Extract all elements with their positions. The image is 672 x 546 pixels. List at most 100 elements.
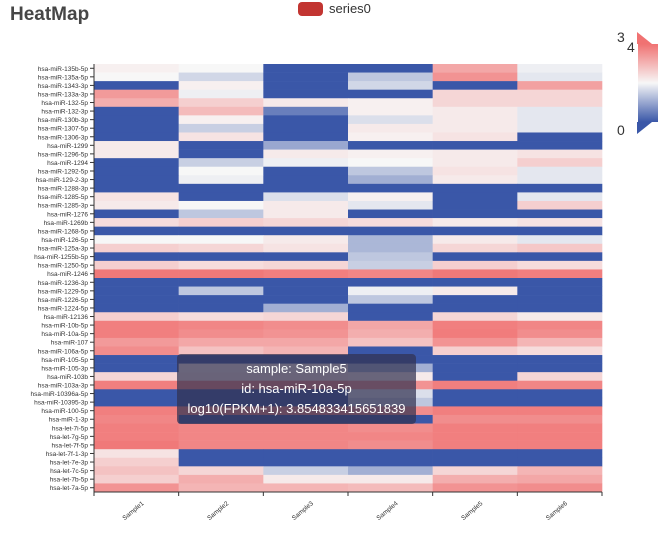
heatmap-cell[interactable] xyxy=(178,209,264,219)
heatmap-cell[interactable] xyxy=(348,483,433,493)
heatmap-cell[interactable] xyxy=(94,457,179,467)
heatmap-cell[interactable] xyxy=(348,235,433,245)
heatmap-cell[interactable] xyxy=(94,320,179,330)
heatmap-cell[interactable] xyxy=(348,423,433,433)
heatmap-cell[interactable] xyxy=(178,346,264,356)
heatmap-cell[interactable] xyxy=(178,252,264,262)
heatmap-cell[interactable] xyxy=(432,449,518,459)
heatmap-cell[interactable] xyxy=(263,226,349,236)
heatmap-cell[interactable] xyxy=(348,243,433,253)
heatmap-cell[interactable] xyxy=(178,260,264,270)
heatmap-cell[interactable] xyxy=(263,132,349,142)
heatmap-cell[interactable] xyxy=(348,183,433,193)
heatmap-cell[interactable] xyxy=(178,115,264,125)
heatmap-cell[interactable] xyxy=(94,483,179,493)
heatmap-cell[interactable] xyxy=(178,457,264,467)
heatmap-cell[interactable] xyxy=(178,81,264,90)
heatmap-cell[interactable] xyxy=(94,235,179,245)
heatmap-cell[interactable] xyxy=(517,449,603,459)
legend-item-series0[interactable]: series0 xyxy=(298,1,371,16)
heatmap-cell[interactable] xyxy=(263,175,349,185)
heatmap-cell[interactable] xyxy=(432,218,518,227)
heatmap-cell[interactable] xyxy=(432,457,518,467)
heatmap-cell[interactable] xyxy=(432,209,518,219)
heatmap-cell[interactable] xyxy=(94,303,179,313)
heatmap-cell[interactable] xyxy=(94,389,179,399)
heatmap-cell[interactable] xyxy=(517,141,603,150)
heatmap-cell[interactable] xyxy=(263,243,349,253)
visual-map-handle-high[interactable] xyxy=(637,32,652,44)
heatmap-cell[interactable] xyxy=(432,312,518,322)
heatmap-cell[interactable] xyxy=(94,286,179,296)
heatmap-cell[interactable] xyxy=(517,312,603,322)
heatmap-cell[interactable] xyxy=(517,260,603,270)
heatmap-cell[interactable] xyxy=(94,123,179,133)
heatmap-cell[interactable] xyxy=(178,312,264,322)
heatmap-cell[interactable] xyxy=(263,115,349,125)
heatmap-cell[interactable] xyxy=(348,115,433,125)
heatmap-cell[interactable] xyxy=(94,414,179,424)
heatmap-cell[interactable] xyxy=(432,64,518,73)
heatmap-cell[interactable] xyxy=(94,89,179,99)
heatmap-cell[interactable] xyxy=(432,363,518,373)
heatmap-cell[interactable] xyxy=(348,329,433,339)
heatmap-cell[interactable] xyxy=(94,337,179,347)
heatmap-cell[interactable] xyxy=(517,397,603,407)
heatmap-cell[interactable] xyxy=(348,440,433,450)
heatmap-cell[interactable] xyxy=(94,423,179,433)
heatmap-cell[interactable] xyxy=(263,432,349,441)
heatmap-cell[interactable] xyxy=(348,200,433,210)
heatmap-cell[interactable] xyxy=(517,115,603,125)
heatmap-cell[interactable] xyxy=(517,192,603,202)
heatmap-cell[interactable] xyxy=(348,312,433,322)
heatmap-cell[interactable] xyxy=(432,346,518,356)
heatmap-cell[interactable] xyxy=(432,200,518,210)
heatmap-cell[interactable] xyxy=(178,329,264,339)
heatmap-cell[interactable] xyxy=(517,355,603,364)
heatmap-cell[interactable] xyxy=(178,320,264,330)
heatmap-cell[interactable] xyxy=(94,269,179,279)
heatmap-cell[interactable] xyxy=(94,226,179,236)
heatmap-cell[interactable] xyxy=(263,183,349,193)
heatmap-cell[interactable] xyxy=(517,243,603,253)
heatmap-cell[interactable] xyxy=(94,278,179,287)
heatmap-cell[interactable] xyxy=(94,363,179,373)
heatmap-cell[interactable] xyxy=(432,278,518,287)
heatmap-cell[interactable] xyxy=(263,295,349,304)
heatmap-cell[interactable] xyxy=(94,397,179,407)
heatmap-cell[interactable] xyxy=(432,226,518,236)
heatmap-cell[interactable] xyxy=(178,269,264,279)
heatmap-cell[interactable] xyxy=(517,269,603,279)
heatmap-cell[interactable] xyxy=(263,312,349,322)
heatmap-cell[interactable] xyxy=(263,81,349,90)
heatmap-cell[interactable] xyxy=(178,64,264,73)
heatmap-cell[interactable] xyxy=(432,115,518,125)
heatmap-cell[interactable] xyxy=(94,166,179,176)
heatmap-cell[interactable] xyxy=(178,303,264,313)
heatmap-cell[interactable] xyxy=(263,149,349,159)
heatmap-cell[interactable] xyxy=(178,449,264,459)
heatmap-cell[interactable] xyxy=(178,106,264,116)
heatmap-cell[interactable] xyxy=(517,474,603,484)
heatmap-cell[interactable] xyxy=(263,98,349,108)
heatmap-cell[interactable] xyxy=(432,123,518,133)
heatmap-cell[interactable] xyxy=(178,141,264,150)
heatmap-cell[interactable] xyxy=(432,329,518,339)
heatmap-cell[interactable] xyxy=(178,123,264,133)
heatmap-cell[interactable] xyxy=(432,141,518,150)
heatmap-cell[interactable] xyxy=(348,64,433,73)
heatmap-cell[interactable] xyxy=(517,363,603,373)
heatmap-cell[interactable] xyxy=(517,440,603,450)
heatmap-cell[interactable] xyxy=(94,81,179,90)
heatmap-cell[interactable] xyxy=(517,166,603,176)
heatmap-cell[interactable] xyxy=(517,175,603,185)
heatmap-cell[interactable] xyxy=(94,449,179,459)
visual-map-handle-low[interactable] xyxy=(637,122,652,134)
heatmap-cell[interactable] xyxy=(178,218,264,227)
heatmap-cell[interactable] xyxy=(348,457,433,467)
heatmap-cell[interactable] xyxy=(432,286,518,296)
heatmap-cell[interactable] xyxy=(517,81,603,90)
heatmap-cell[interactable] xyxy=(517,414,603,424)
heatmap-cell[interactable] xyxy=(263,346,349,356)
heatmap-cell[interactable] xyxy=(517,320,603,330)
